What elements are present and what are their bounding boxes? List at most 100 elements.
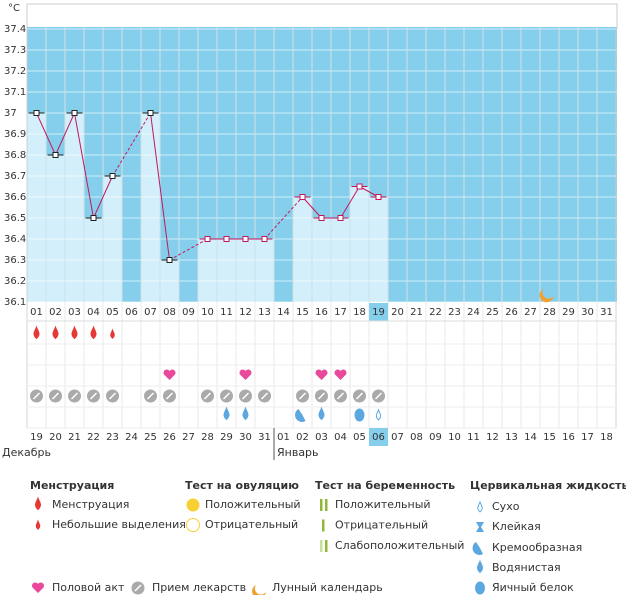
x-tick-label: 20 <box>391 307 404 318</box>
bar <box>369 197 388 302</box>
heart-icon <box>31 582 45 593</box>
heart-icon <box>163 369 176 380</box>
month-label: Декабрь <box>2 446 51 459</box>
watery-icon <box>318 406 325 421</box>
x-tick-label: 05 <box>106 307 119 318</box>
point-marker <box>375 194 382 200</box>
temperature-line <box>359 186 379 198</box>
date-label: 13 <box>505 432 518 443</box>
today-date-highlight <box>369 428 388 446</box>
date-label: 25 <box>144 432 157 443</box>
y-tick-label: 37.4 <box>4 24 26 35</box>
x-tick-label: 25 <box>486 307 499 318</box>
date-label: 12 <box>486 432 499 443</box>
date-label: 06 <box>372 432 385 443</box>
pill-stripe <box>336 392 345 400</box>
legend-item: Кремообразная <box>492 541 582 554</box>
eggwhite-icon <box>475 581 485 595</box>
y-tick-label: 37.2 <box>4 66 26 77</box>
bar <box>217 239 236 302</box>
temperature-line <box>264 196 303 240</box>
legend-item: Слабоположительный <box>335 539 464 552</box>
temperature-line <box>74 112 94 219</box>
x-tick-label: 26 <box>505 307 518 318</box>
x-tick-label: 15 <box>296 307 309 318</box>
date-label: 01 <box>277 432 290 443</box>
x-tick-label: 03 <box>68 307 81 318</box>
date-label: 28 <box>201 432 214 443</box>
pregnancy-icon <box>325 540 328 552</box>
x-tick-label: 17 <box>334 307 347 318</box>
pill-stripe <box>134 584 142 592</box>
creamy-icon <box>295 409 306 422</box>
date-label: 10 <box>448 432 461 443</box>
sticky-icon <box>476 522 484 532</box>
x-tick-label: 31 <box>600 307 613 318</box>
legend-title: Тест на овуляцию <box>185 479 299 492</box>
point-marker <box>52 152 59 158</box>
date-label: 19 <box>30 432 43 443</box>
watery-icon <box>223 406 230 421</box>
date-label: 04 <box>334 432 347 443</box>
menstruation-icon <box>33 325 40 340</box>
date-label: 21 <box>68 432 81 443</box>
pill-stripe <box>374 392 383 400</box>
date-label: 09 <box>429 432 442 443</box>
pill-stripe <box>298 392 307 400</box>
date-label: 30 <box>239 432 252 443</box>
pill-stripe <box>203 392 212 400</box>
temperature-line <box>36 112 56 156</box>
legend-title: Цервикальная жидкость <box>470 479 626 492</box>
date-label: 22 <box>87 432 100 443</box>
date-label: 17 <box>581 432 594 443</box>
pregnancy-icon <box>320 540 323 552</box>
date-label: 08 <box>410 432 423 443</box>
date-label: 29 <box>220 432 233 443</box>
date-label: 14 <box>524 432 537 443</box>
point-marker <box>147 110 154 116</box>
y-tick-label: 37.1 <box>4 87 26 98</box>
point-marker <box>299 194 306 200</box>
ovulation-negative-icon <box>186 518 200 532</box>
bar <box>293 197 312 302</box>
ovulation-positive-icon <box>186 498 200 512</box>
pill-stripe <box>241 392 250 400</box>
x-tick-label: 10 <box>201 307 214 318</box>
menstruation-icon <box>34 496 42 511</box>
date-label: 18 <box>600 432 613 443</box>
y-tick-label: 36.3 <box>4 255 26 266</box>
pregnancy-icon <box>320 499 323 511</box>
x-tick-label: 02 <box>49 307 62 318</box>
x-tick-label: 24 <box>467 307 480 318</box>
legend-item: Небольшие выделения <box>52 518 186 531</box>
pill-stripe <box>70 392 79 400</box>
bar <box>65 113 84 302</box>
x-tick-label: 04 <box>87 307 100 318</box>
x-tick-label: 08 <box>163 307 176 318</box>
date-label: 15 <box>543 432 556 443</box>
x-tick-label: 14 <box>277 307 290 318</box>
point-marker <box>33 110 40 116</box>
x-tick-label: 06 <box>125 307 138 318</box>
watery-icon <box>242 406 249 421</box>
pill-stripe <box>317 392 326 400</box>
temperature-line <box>93 175 113 219</box>
month-label: Январь <box>277 446 319 459</box>
date-label: 20 <box>49 432 62 443</box>
y-tick-label: 36.5 <box>4 213 26 224</box>
date-label: 27 <box>182 432 195 443</box>
legend-item: Водянистая <box>492 561 561 574</box>
y-tick-label: 36.7 <box>4 171 26 182</box>
temperature-line <box>55 112 75 156</box>
date-label: 26 <box>163 432 176 443</box>
unit: °C <box>8 3 20 14</box>
dry-icon <box>477 500 483 513</box>
point-marker <box>109 173 116 179</box>
bar <box>198 239 217 302</box>
pregnancy-icon <box>322 519 325 532</box>
temperature-line <box>302 196 322 219</box>
pill-stripe <box>32 392 41 400</box>
x-tick-label: 12 <box>239 307 252 318</box>
pill-stripe <box>165 392 174 400</box>
